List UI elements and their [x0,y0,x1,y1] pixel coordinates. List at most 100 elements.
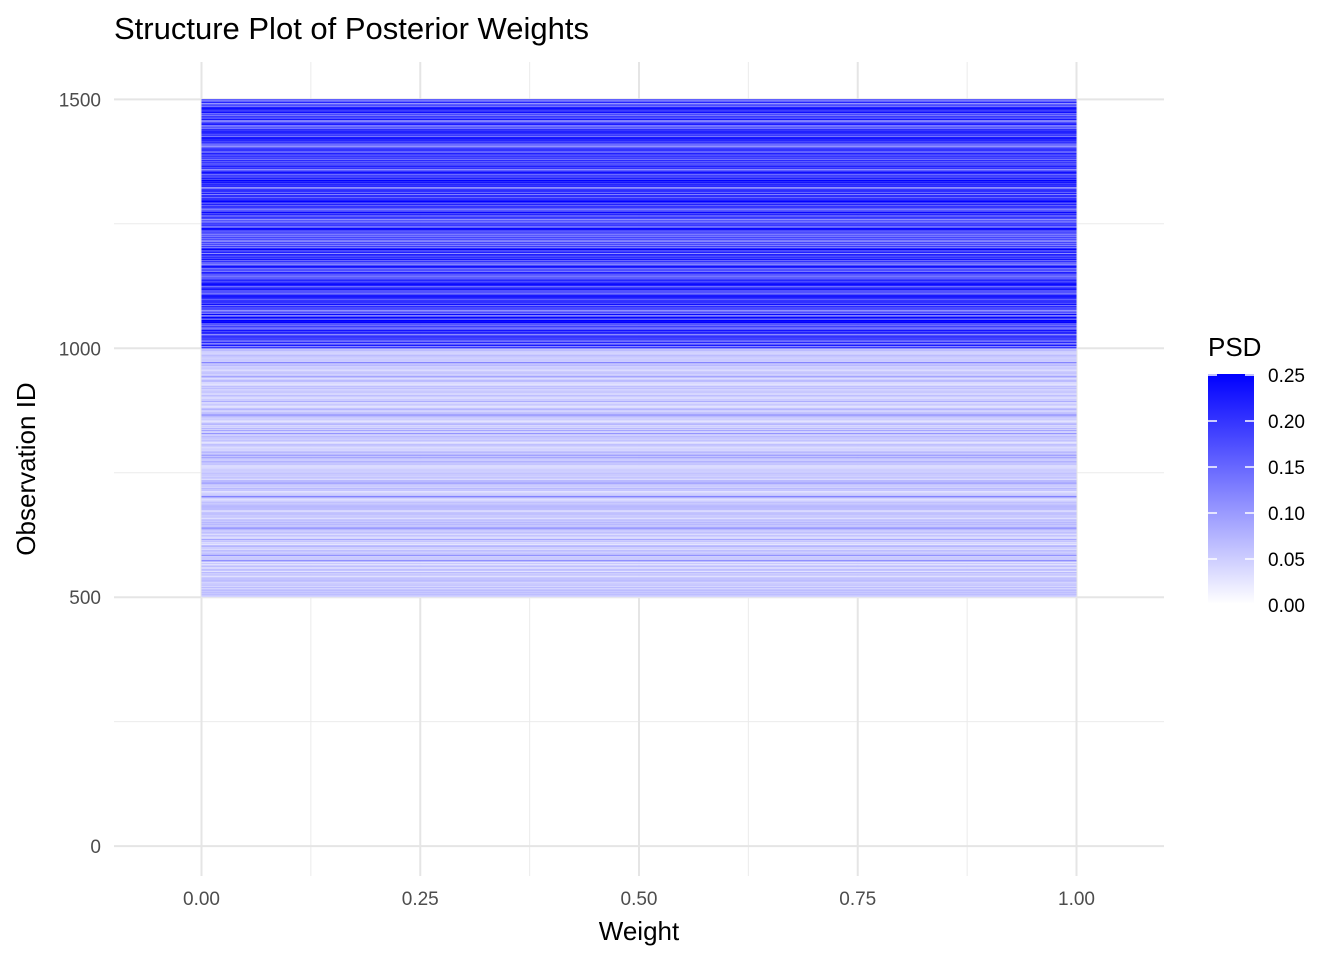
observation-bar [201,486,1077,488]
observation-bar [201,104,1077,106]
observation-bar [201,250,1077,252]
observation-bar [201,176,1077,178]
observation-bar [201,144,1077,146]
observation-bar [201,383,1077,385]
observation-bar [201,416,1077,418]
observation-bar [201,427,1077,429]
observation-bar [201,111,1077,112]
observation-bar [201,490,1077,492]
observation-bar [201,324,1077,326]
observation-bar [201,586,1077,588]
observation-bar [201,242,1077,244]
observation-bar [201,222,1077,223]
x-tick-label: 0.00 [183,889,220,910]
observation-bar [201,350,1077,352]
observation-bar [201,456,1077,458]
observation-bar [201,108,1077,110]
observation-bar [201,514,1077,516]
observation-bar [201,212,1077,213]
observation-bar [201,118,1077,119]
observation-bar [201,188,1077,190]
observation-bar [201,591,1077,593]
observation-bar [201,203,1077,205]
observation-bar [201,302,1077,304]
observation-bar [201,519,1077,521]
observation-bar [201,594,1077,596]
observation-bar [201,520,1077,522]
observation-bar [201,389,1077,391]
observation-bar [201,333,1077,335]
observation-bar [201,189,1077,191]
observation-bar [201,585,1077,587]
observation-bar [201,164,1077,166]
observation-bar [201,320,1077,321]
observation-bar [201,162,1077,164]
observation-bar [201,115,1077,116]
observation-bar [201,576,1077,578]
observation-bar [201,334,1077,336]
observation-bar [201,412,1077,414]
observation-bar [201,419,1077,421]
observation-bar [201,393,1077,395]
observation-bar [201,280,1077,282]
observation-bar [201,367,1077,369]
observation-bar [201,217,1077,219]
observation-bar [201,118,1077,120]
observation-bar [201,147,1077,149]
observation-bar [201,316,1077,318]
observation-bar [201,556,1077,558]
observation-bar [201,201,1077,203]
observation-bar [201,573,1077,574]
observation-bar [201,182,1077,184]
observation-bar [201,397,1077,399]
observation-bar [201,449,1077,451]
observation-bar [201,495,1077,497]
observation-bar [201,443,1077,444]
observation-bar [201,250,1077,252]
observation-bar [201,169,1077,171]
observation-bar [201,145,1077,147]
observation-bar [201,522,1077,524]
observation-bar [201,468,1077,470]
observation-bar [201,337,1077,338]
observation-bar [201,481,1077,483]
observation-bar [201,194,1077,196]
observation-bar [201,354,1077,356]
observation-bar [201,434,1077,435]
observation-bar [201,394,1077,396]
observation-bar [201,485,1077,487]
observation-bar [201,488,1077,490]
observation-bar [201,357,1077,359]
observation-bar [201,215,1077,217]
observation-bar [201,149,1077,151]
observation-bar [201,564,1077,566]
observation-bar [201,317,1077,319]
observation-bar [201,307,1077,309]
observation-bar [201,453,1077,454]
observation-bar [201,571,1077,572]
observation-bar [201,462,1077,464]
observation-bar [201,467,1077,469]
observation-bar [201,594,1077,596]
observation-bar [201,293,1077,295]
observation-bar [201,283,1077,285]
observation-bar [201,254,1077,256]
observation-bar [201,583,1077,584]
observation-bar [201,225,1077,227]
observation-bar [201,260,1077,262]
observation-bar [201,149,1077,151]
observation-bar [201,313,1077,315]
observation-bar [201,369,1077,371]
observation-bar [201,445,1077,447]
observation-bar [201,502,1077,504]
observation-bar [201,213,1077,215]
observation-bar [201,222,1077,224]
observation-bar [201,207,1077,209]
observation-bar [201,229,1077,231]
observation-bar [201,314,1077,316]
observation-bar [201,352,1077,353]
observation-bar [201,580,1077,582]
observation-bar [201,230,1077,232]
observation-bar [201,139,1077,141]
observation-bar [201,525,1077,527]
